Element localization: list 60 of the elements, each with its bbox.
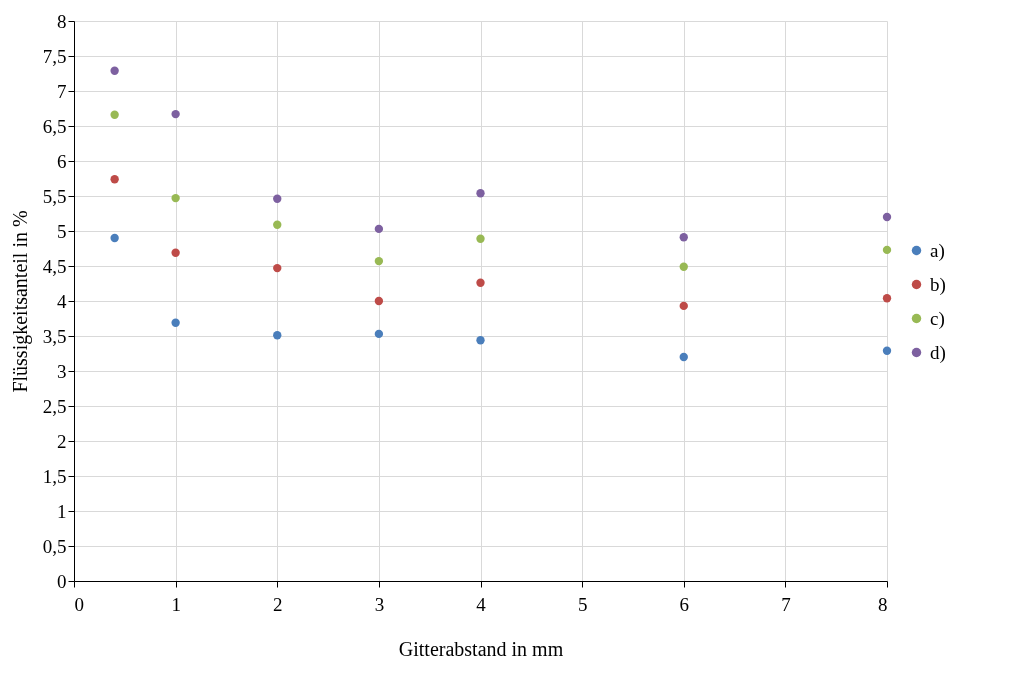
point xyxy=(171,318,180,327)
y-tick-label: 4,5 xyxy=(42,255,67,277)
y-tick-label: 5,5 xyxy=(42,185,67,207)
y-tick-label: 0,5 xyxy=(42,535,67,557)
x-tick-label: 1 xyxy=(171,593,181,615)
point xyxy=(171,248,180,257)
y-tick-label: 8 xyxy=(57,10,67,32)
point xyxy=(476,234,485,243)
legend-label: c) xyxy=(930,307,945,330)
legend-label: b) xyxy=(930,273,946,296)
y-tick-label: 7 xyxy=(57,80,67,102)
point xyxy=(110,110,119,119)
point xyxy=(110,233,119,243)
point xyxy=(374,329,384,339)
point xyxy=(374,296,384,306)
y-tick-label: 1 xyxy=(57,500,67,522)
point xyxy=(679,352,688,362)
legend-label: a) xyxy=(930,239,945,262)
point xyxy=(273,263,282,273)
y-axis-title: Flüssigkeitsanteil in % xyxy=(8,210,32,393)
x-tick-label: 3 xyxy=(374,593,385,615)
x-tick-label: 8 xyxy=(878,593,888,615)
y-tick-label: 6 xyxy=(57,150,67,172)
x-tick-label: 0 xyxy=(74,593,84,615)
point xyxy=(374,256,384,266)
point xyxy=(476,189,485,198)
y-tick-label: 6,5 xyxy=(42,115,67,137)
legend-label: d) xyxy=(930,341,946,364)
y-tick-label: 7,5 xyxy=(42,45,67,67)
x-tick-label: 5 xyxy=(577,593,588,615)
y-tick-label: 5 xyxy=(57,220,67,242)
point xyxy=(374,224,384,234)
x-tick-label: 4 xyxy=(476,593,487,615)
point xyxy=(476,278,485,287)
point xyxy=(273,220,282,229)
point xyxy=(273,194,282,203)
point xyxy=(882,212,892,222)
point xyxy=(882,346,892,355)
y-tick-label: 3 xyxy=(57,360,67,382)
y-tick-label: 1,5 xyxy=(42,465,67,487)
point xyxy=(882,294,892,303)
y-tick-label: 0 xyxy=(57,570,67,592)
point xyxy=(171,193,180,203)
point xyxy=(110,66,119,75)
x-tick-label: 2 xyxy=(273,593,283,615)
point xyxy=(110,175,119,184)
point xyxy=(679,233,688,242)
point xyxy=(273,331,282,340)
y-tick-label: 3,5 xyxy=(42,325,67,347)
point xyxy=(882,245,892,255)
point xyxy=(476,336,485,345)
y-tick-label: 2 xyxy=(57,430,67,452)
y-tick-label: 2,5 xyxy=(42,395,67,417)
y-tick-label: 4 xyxy=(57,290,67,312)
point xyxy=(679,301,688,311)
x-tick-label: 6 xyxy=(679,593,689,615)
point xyxy=(171,109,180,119)
point xyxy=(679,262,688,271)
x-tick-label: 7 xyxy=(781,593,791,615)
x-axis-title: Gitterabstand in mm xyxy=(398,637,564,660)
